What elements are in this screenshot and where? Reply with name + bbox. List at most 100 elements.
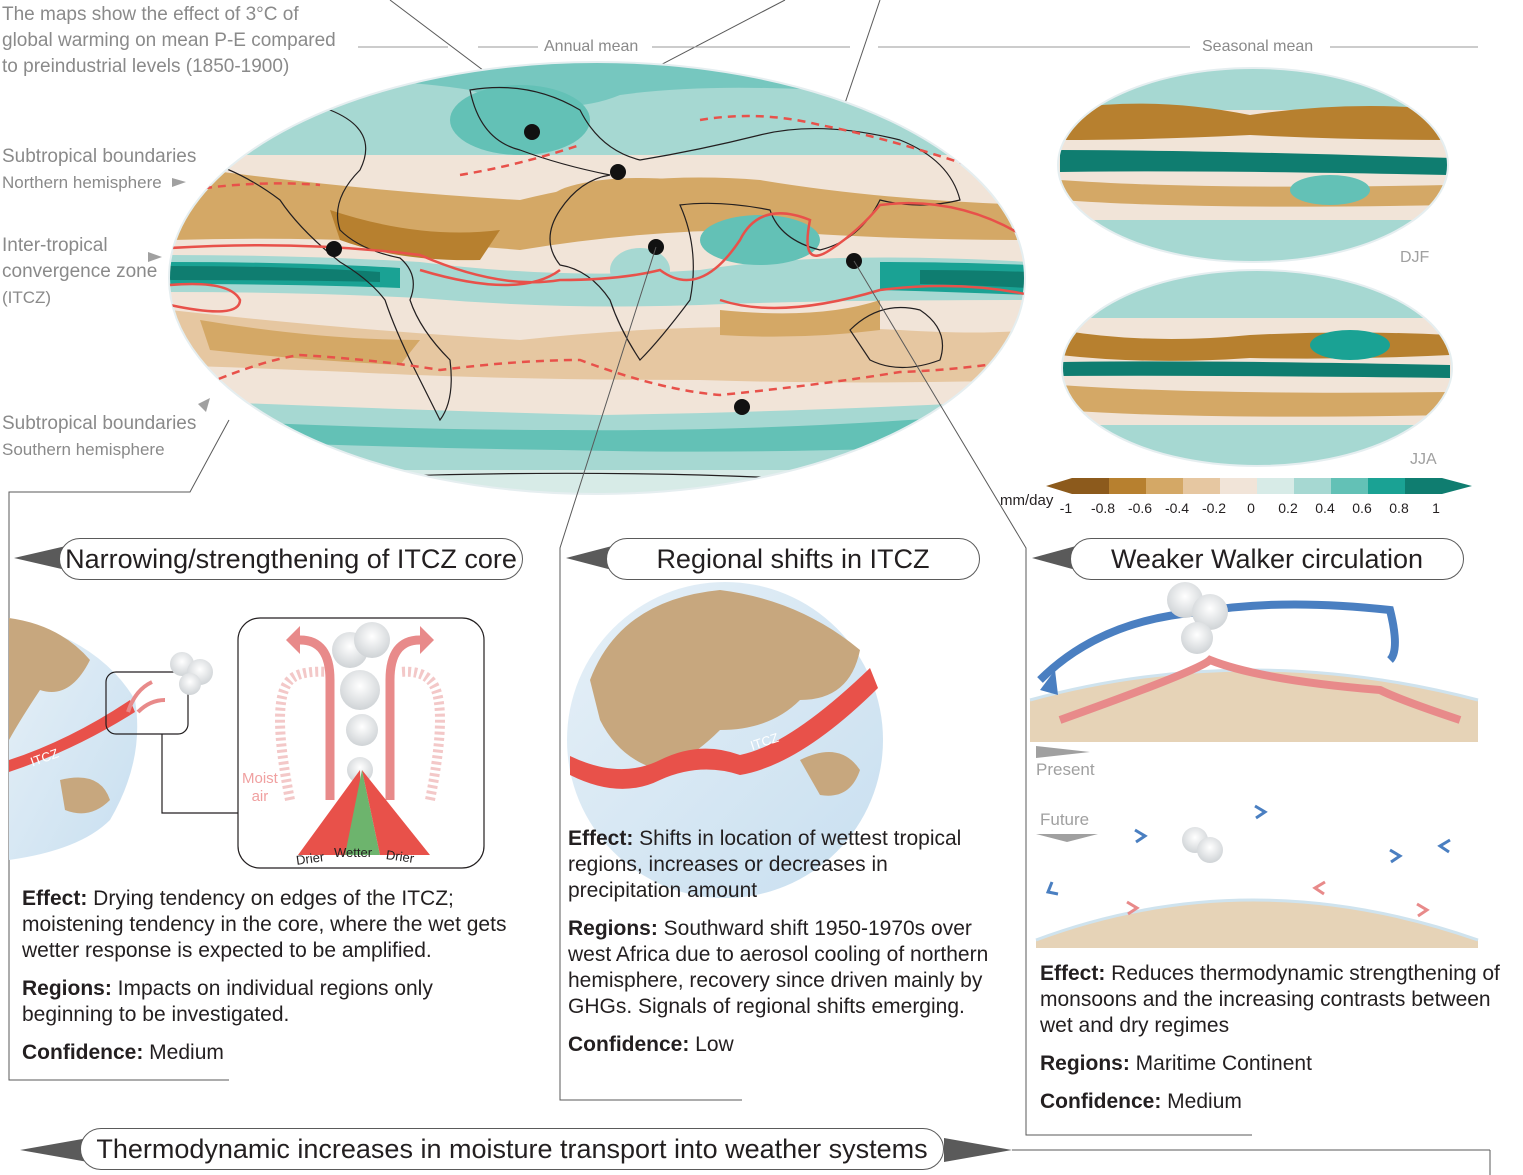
effect-paragraph: Effect: Reduces thermodynamic strengthen… [1040,961,1510,1039]
label-itcz: Inter-tropical convergence zone (ITCZ) [2,233,157,311]
colorbar-min-arrow [1046,478,1072,494]
colorbar-tick-label: -0.2 [1201,500,1227,516]
colorbar-segment [1331,478,1368,494]
confidence-paragraph: Confidence: Medium [1040,1089,1510,1115]
panel-title-itcz-core: Narrowing/strengthening of ITCZ core [59,538,523,580]
regions-paragraph: Regions: Maritime Continent [1040,1051,1510,1077]
boundary-lines [169,114,1025,397]
confidence-text: Medium [143,1041,224,1064]
panel-text-itcz-shifts: Effect: Shifts in location of wettest tr… [568,826,998,1070]
label-subtropical-south-sub: Southern hemisphere [2,440,165,459]
colorbar-segment [1072,478,1109,494]
effect-label: Effect: [22,887,88,910]
label-subtropical-north-title: Subtropical boundaries [2,146,197,167]
location-dot [610,164,626,180]
wetter-label: Wetter [334,845,373,860]
label-subtropical-north: Subtropical boundaries Northern hemisphe… [2,144,196,196]
panel-text-walker: Effect: Reduces thermodynamic strengthen… [1040,961,1510,1127]
intro-line-2: global warming on mean P-E compared [2,30,336,51]
effect-label: Effect: [1040,962,1106,985]
colorbar-segment [1368,478,1405,494]
effect-paragraph: Effect: Drying tendency on edges of the … [22,886,522,964]
effect-text: Shifts in location of wettest tropical r… [568,827,962,902]
moist-air-label: Moist air [242,770,278,806]
location-dot [524,124,540,140]
colorbar-segment [1183,478,1220,494]
location-dot [734,399,750,415]
pointer-tail-icon [566,546,612,570]
label-itcz-line1: Inter-tropical [2,235,108,256]
walker-present-illustration [1029,582,1479,742]
panel-title-itcz-shifts: Regional shifts in ITCZ [606,538,980,580]
djf-label: DJF [1400,249,1430,266]
colorbar-tick-label: 0 [1247,500,1255,516]
effect-text: Reduces thermodynamic strengthening of m… [1040,962,1500,1037]
confidence-label: Confidence: [22,1041,144,1064]
colorbar-segment [1146,478,1183,494]
pointer-tail-icon [1032,546,1076,570]
colorbar-tick-label: 0.8 [1389,500,1409,516]
colorbar-tick-label: 1 [1432,500,1440,516]
panel-title-walker: Weaker Walker circulation [1070,538,1464,580]
present-arrow-icon [1036,746,1090,758]
confidence-paragraph: Confidence: Low [568,1032,998,1058]
itcz-shift-illustration [567,582,883,898]
colorbar-segment [1405,478,1442,494]
regions-paragraph: Regions: Impacts on individual regions o… [22,976,522,1028]
future-arrow-icon [1036,834,1098,842]
pointer-tail-icon [944,1138,1012,1162]
confidence-text: Medium [1161,1090,1242,1113]
colorbar [1046,478,1472,494]
colorbar-tick-label: -0.4 [1164,500,1190,516]
colorbar-tick-label: -0.6 [1127,500,1153,516]
confidence-paragraph: Confidence: Medium [22,1040,522,1066]
colorbar-max-arrow [1442,478,1472,494]
annual-mean-title: Annual mean [538,38,645,56]
effect-label: Effect: [568,827,634,850]
regions-text: Impacts on individual regions only begin… [22,977,433,1026]
label-subtropical-south-title: Subtropical boundaries [2,413,197,434]
effect-paragraph: Effect: Shifts in location of wettest tr… [568,826,998,904]
intro-line-1: The maps show the effect of 3°C of [2,4,299,25]
itcz-core-illustration [9,617,485,869]
panel-text-itcz-core: Effect: Drying tendency on edges of the … [22,886,522,1078]
label-itcz-line3: (ITCZ) [2,288,52,307]
regions-text: Maritime Continent [1129,1052,1312,1075]
label-subtropical-north-sub: Northern hemisphere [2,173,162,192]
future-label: Future [1040,810,1090,829]
effect-text: Drying tendency on edges of the ITCZ; mo… [22,887,507,962]
colorbar-segment [1294,478,1331,494]
pointer-tail-icon [14,546,66,570]
colorbar-segment [1109,478,1146,494]
regions-text: Southward shift 1950-1970s over west Afr… [568,917,989,1018]
colorbar-unit: mm/day [1000,492,1054,509]
pointer-arrow-icon [172,178,186,187]
seasonal-mean-title: Seasonal mean [1196,38,1320,56]
intro-text: The maps show the effect of 3°C of globa… [2,2,362,80]
colorbar-tick-label: -0.8 [1090,500,1116,516]
intro-line-3: to preindustrial levels (1850-1900) [2,56,290,77]
confidence-label: Confidence: [1040,1090,1162,1113]
colorbar-segment [1257,478,1294,494]
panel-frame [853,260,1252,1136]
pointer-tail-icon [20,1138,88,1162]
colorbar-tick-label: -1 [1059,500,1073,516]
walker-future-illustration [1035,804,1479,948]
present-label: Present [1036,760,1095,779]
location-dot [326,241,342,257]
jja-label: JJA [1410,451,1437,468]
moist-air-line2: air [251,788,269,805]
jja-map [1062,270,1452,466]
bottom-title: Thermodynamic increases in moisture tran… [80,1128,944,1170]
confidence-label: Confidence: [568,1033,690,1056]
label-subtropical-south: Subtropical boundaries Southern hemisphe… [2,411,196,463]
colorbar-tick-label: 0.4 [1315,500,1335,516]
colorbar-segment [1220,478,1257,494]
djf-map [1058,68,1448,262]
regions-label: Regions: [568,917,658,940]
regions-label: Regions: [1040,1052,1130,1075]
regions-label: Regions: [22,977,112,1000]
panel-frame [559,246,742,1101]
regions-paragraph: Regions: Southward shift 1950-1970s over… [568,916,998,1020]
